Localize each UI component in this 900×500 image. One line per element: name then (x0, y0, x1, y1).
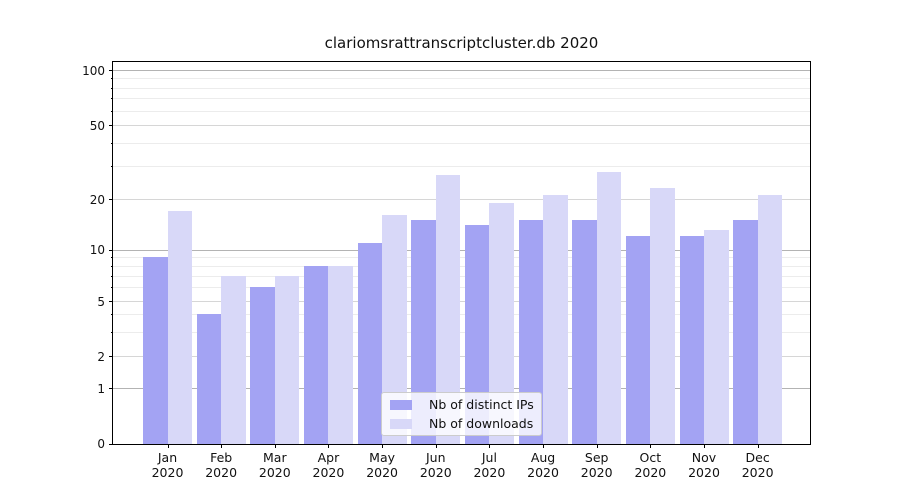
gridline-labeled (113, 301, 810, 302)
x-tick-mark (704, 443, 705, 448)
bar-distinct-ips (733, 219, 758, 444)
bar-distinct-ips (196, 314, 222, 444)
x-tick-label: Nov 2020 (688, 450, 720, 480)
x-tick-mark (221, 443, 223, 448)
y-tick-label: 100 (82, 63, 105, 78)
x-tick-mark (435, 443, 437, 448)
y-tick-mark (109, 249, 113, 251)
gridline-minor (113, 331, 810, 333)
x-tick-mark (382, 443, 384, 448)
legend-swatch-distinct-ips (390, 399, 412, 410)
x-tick-label: Oct 2020 (634, 450, 667, 480)
bar-downloads (167, 210, 192, 444)
legend-item-downloads: Nb of downloads (386, 416, 535, 431)
y-tick-mark (109, 199, 113, 200)
gridline-minor (113, 110, 810, 112)
y-tick-mark (109, 70, 113, 71)
x-tick-label: May 2020 (366, 450, 398, 480)
gridline-minor (113, 276, 810, 277)
y-tick-label: 20 (89, 192, 105, 207)
gridline-labeled (113, 356, 810, 357)
bar-distinct-ips (679, 236, 704, 444)
x-tick-label: Feb 2020 (205, 450, 238, 480)
y-minor-tick-mark (110, 276, 113, 277)
y-minor-tick-mark (110, 98, 113, 100)
x-tick-mark (596, 443, 598, 448)
bar-downloads (221, 276, 246, 444)
bar-distinct-ips (357, 242, 383, 444)
x-tick-label: Jan 2020 (151, 450, 184, 480)
x-tick-mark (274, 443, 276, 448)
gridline-minor (113, 257, 810, 259)
bar-distinct-ips (625, 236, 651, 444)
gridline-minor (113, 166, 810, 168)
bar-downloads (650, 187, 675, 444)
bar-distinct-ips (143, 257, 168, 444)
y-tick-mark (109, 125, 113, 127)
gridline-minor (113, 143, 810, 145)
x-tick-mark (543, 443, 545, 448)
x-tick-mark (167, 443, 169, 448)
legend-label-downloads: Nb of downloads (429, 416, 534, 431)
bar-downloads (274, 276, 300, 444)
y-tick-mark (109, 443, 113, 445)
y-minor-tick-mark (110, 78, 113, 80)
y-tick-label: 5 (97, 294, 105, 309)
x-tick-mark (757, 443, 759, 448)
bar-distinct-ips (303, 266, 329, 444)
x-tick-label: Jun 2020 (419, 450, 452, 480)
bar-distinct-ips (250, 287, 275, 444)
gridline-major (113, 388, 810, 389)
y-minor-tick-mark (110, 287, 113, 289)
legend-item-distinct-ips: Nb of distinct IPs (386, 397, 535, 412)
y-tick-label: 1 (97, 381, 105, 396)
gridline-major (113, 70, 810, 71)
y-tick-mark (109, 356, 113, 357)
bar-downloads (543, 195, 568, 444)
gridline-major (113, 249, 810, 251)
x-tick-label: Apr 2020 (312, 450, 345, 480)
x-tick-label: Dec 2020 (741, 450, 774, 480)
y-minor-tick-mark (110, 257, 113, 259)
gridline-labeled (113, 125, 810, 127)
y-tick-label: 0 (97, 437, 105, 451)
gridline-minor (113, 98, 810, 100)
gridline-minor (113, 78, 810, 80)
x-tick-label: Mar 2020 (258, 450, 291, 480)
y-tick-label: 10 (89, 243, 105, 257)
gridline-labeled (113, 199, 810, 200)
y-tick-label: 50 (89, 118, 105, 133)
bar-downloads (704, 230, 729, 444)
legend-swatch-downloads (390, 418, 412, 429)
bar-distinct-ips (572, 219, 597, 444)
x-tick-label: Jul 2020 (473, 450, 506, 480)
y-minor-tick-mark (110, 331, 113, 333)
plot-area (113, 62, 810, 444)
y-minor-tick-mark (110, 266, 113, 268)
y-tick-mark (109, 388, 113, 389)
y-minor-tick-mark (110, 87, 113, 89)
gridline-minor (113, 266, 810, 268)
chart-title: clariomsrattranscriptcluster.db 2020 (324, 34, 599, 52)
bar-downloads (328, 266, 353, 444)
gridline-minor (113, 314, 810, 316)
y-minor-tick-mark (110, 143, 113, 145)
x-tick-mark (489, 443, 491, 448)
x-tick-mark (328, 443, 330, 448)
y-minor-tick-mark (110, 110, 113, 112)
bar-downloads (596, 171, 622, 444)
y-minor-tick-mark (110, 314, 113, 316)
x-tick-label: Aug 2020 (527, 450, 559, 480)
x-tick-label: Sep 2020 (580, 450, 613, 480)
y-minor-tick-mark (110, 166, 113, 168)
y-tick-label: 2 (97, 349, 105, 364)
legend-label-distinct-ips: Nb of distinct IPs (429, 397, 534, 412)
bar-downloads (757, 195, 783, 444)
x-tick-mark (650, 443, 652, 448)
legend: Nb of distinct IPs Nb of downloads (381, 392, 542, 436)
y-tick-mark (109, 301, 113, 302)
gridline-minor (113, 287, 810, 289)
gridline-minor (113, 87, 810, 89)
